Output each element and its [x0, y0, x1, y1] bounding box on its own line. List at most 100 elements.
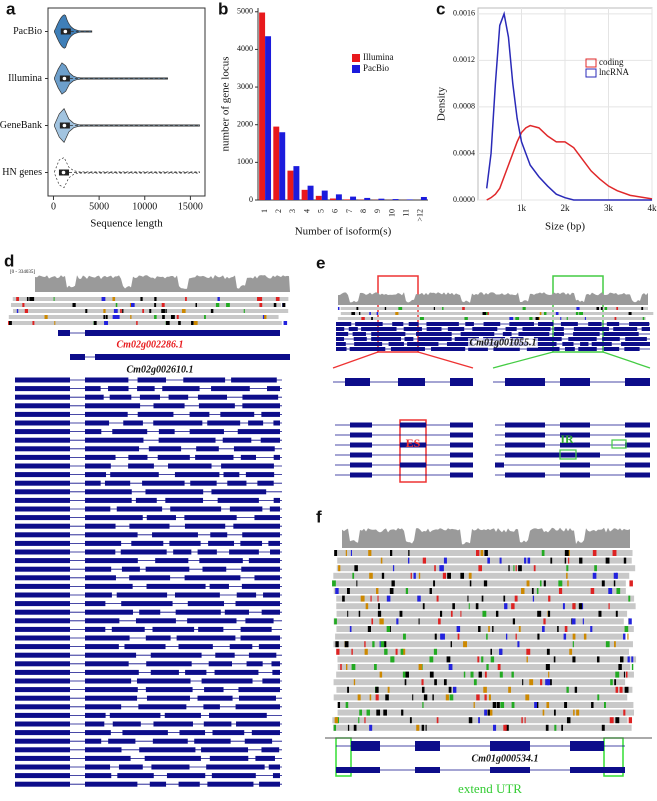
- exon: [624, 347, 640, 351]
- exon: [174, 472, 220, 478]
- exon: [248, 420, 264, 426]
- exon: [270, 549, 280, 555]
- bar: [293, 166, 300, 200]
- mismatch: [407, 557, 410, 564]
- mismatch: [619, 686, 623, 693]
- exon: [245, 472, 275, 478]
- exon: [85, 644, 119, 650]
- exon: [85, 532, 138, 538]
- mismatch: [26, 297, 29, 301]
- mismatch: [452, 603, 455, 610]
- exon: [560, 322, 578, 326]
- exon: [248, 558, 280, 564]
- mismatch: [624, 626, 629, 632]
- exon: [336, 327, 345, 331]
- exon: [149, 781, 167, 787]
- exon: [85, 437, 144, 443]
- mismatch: [590, 588, 595, 594]
- exon: [145, 635, 171, 641]
- mismatch: [608, 588, 613, 594]
- mismatch: [468, 603, 470, 610]
- mismatch: [478, 565, 483, 572]
- exon: [606, 322, 620, 326]
- mismatch: [259, 297, 263, 301]
- zoom-line: [492, 351, 554, 369]
- mismatch: [347, 686, 349, 693]
- exon: [15, 454, 70, 460]
- mismatch: [441, 565, 444, 572]
- mismatch: [380, 641, 385, 648]
- mismatch: [482, 610, 487, 617]
- exon: [352, 332, 366, 336]
- mismatch: [447, 572, 451, 579]
- exon: [85, 472, 107, 478]
- mismatch: [576, 307, 580, 310]
- exon: [336, 767, 380, 773]
- mismatch: [425, 724, 427, 731]
- y-tick-label: GeneBank: [0, 120, 42, 131]
- exon: [85, 738, 102, 744]
- mismatch: [185, 297, 187, 301]
- mismatch: [596, 656, 600, 663]
- legend-label: coding: [599, 57, 624, 67]
- exon: [85, 755, 131, 761]
- mismatch: [566, 572, 568, 579]
- mismatch: [204, 315, 206, 319]
- bar: [350, 196, 357, 200]
- mismatch: [334, 717, 339, 724]
- mismatch: [557, 626, 559, 632]
- exon: [85, 429, 102, 435]
- exon: [268, 764, 280, 770]
- mismatch: [442, 572, 447, 579]
- legend-label: Illumina: [363, 52, 394, 62]
- mismatch: [443, 557, 447, 564]
- exon: [350, 432, 372, 438]
- exon: [137, 411, 174, 417]
- exon: [203, 704, 220, 710]
- exon: [211, 773, 256, 779]
- exon: [560, 462, 590, 468]
- exon: [560, 432, 590, 438]
- mismatch: [590, 626, 593, 632]
- exon: [129, 523, 170, 529]
- mismatch: [421, 679, 424, 686]
- mismatch: [521, 588, 525, 594]
- exon: [175, 609, 221, 615]
- mismatch: [560, 317, 562, 320]
- mismatch: [529, 679, 534, 686]
- exon: [263, 592, 280, 598]
- mismatch: [344, 641, 349, 648]
- exon: [197, 549, 217, 555]
- bar: [364, 197, 371, 200]
- mismatch: [433, 580, 436, 587]
- mismatch: [478, 671, 482, 678]
- mismatch: [463, 641, 468, 648]
- exon: [431, 347, 466, 351]
- exon: [211, 386, 250, 392]
- exon: [629, 322, 650, 326]
- mismatch: [460, 572, 465, 579]
- exon: [153, 420, 203, 426]
- exon: [240, 540, 263, 546]
- mismatch: [620, 656, 624, 663]
- read: [337, 656, 637, 663]
- exon: [415, 741, 440, 751]
- exon: [233, 446, 275, 452]
- exon: [509, 322, 534, 326]
- mismatch: [384, 307, 387, 310]
- mismatch: [484, 671, 487, 678]
- mismatch: [524, 717, 526, 724]
- mismatch: [486, 664, 489, 670]
- exon: [505, 327, 517, 331]
- gene-name: Cm01g000534.1: [472, 753, 539, 764]
- mismatch: [446, 656, 451, 663]
- mismatch: [578, 603, 583, 610]
- exon: [518, 332, 550, 336]
- exon: [248, 652, 277, 658]
- mismatch: [129, 303, 132, 307]
- coverage: [338, 292, 648, 305]
- exon: [15, 489, 70, 495]
- exon: [400, 422, 426, 428]
- y-tick-label: 5000: [237, 7, 253, 16]
- mismatch: [432, 694, 434, 701]
